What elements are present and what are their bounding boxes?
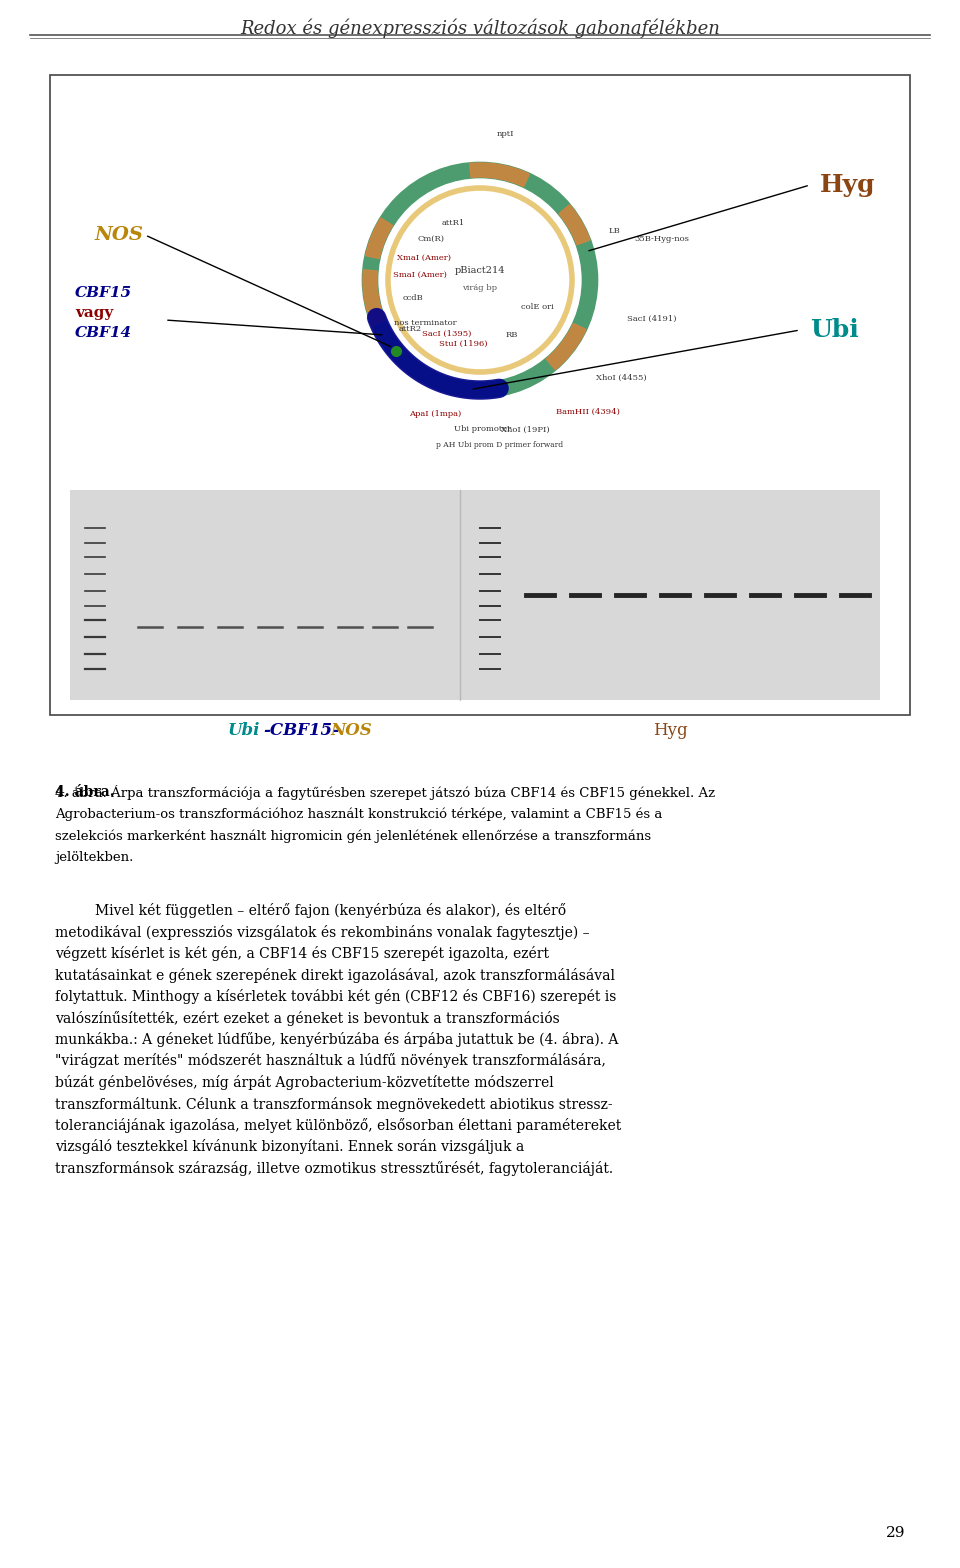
Text: Redox és génexpressziós változások gabonafélékben: Redox és génexpressziós változások gabon…	[240, 17, 720, 38]
Text: SacI (4191): SacI (4191)	[627, 315, 676, 323]
Text: nptI: nptI	[497, 130, 515, 138]
Text: Cm(R): Cm(R)	[418, 235, 444, 243]
Text: Hyg: Hyg	[653, 721, 687, 739]
Text: virág bp: virág bp	[463, 284, 497, 292]
Text: "virágzat merítés" módszerét használtuk a lúdfű növények transzformálására,: "virágzat merítés" módszerét használtuk …	[55, 1054, 606, 1068]
Text: 29: 29	[885, 1526, 905, 1540]
Text: toleranciájának igazolása, melyet különböző, elsősorban élettani paramétereket: toleranciájának igazolása, melyet különb…	[55, 1118, 621, 1134]
Text: szelekciós markerként használt higromicin gén jelenlétének ellenőrzése a transzf: szelekciós markerként használt higromici…	[55, 829, 651, 842]
Text: -CBF15-: -CBF15-	[263, 721, 339, 739]
Polygon shape	[363, 270, 385, 326]
Text: ApaI (1mpa): ApaI (1mpa)	[409, 409, 461, 419]
Text: RB: RB	[506, 331, 518, 339]
Text: transzformáltunk. Célunk a transzformánsok megnövekedett abiotikus stressz-: transzformáltunk. Célunk a transzformáns…	[55, 1096, 612, 1112]
Text: búzát génbelövéses, míg árpát Agrobacterium-közvetítette módszerrel: búzát génbelövéses, míg árpát Agrobacter…	[55, 1076, 554, 1090]
Text: 4. ábra. Árpa transzformációja a fagytűrésben szerepet játszó búza CBF14 és CBF1: 4. ábra. Árpa transzformációja a fagytűr…	[55, 786, 715, 800]
Text: vagy: vagy	[75, 306, 113, 320]
Text: kutatásainkat e gének szerepének direkt igazolásával, azok transzformálásával: kutatásainkat e gének szerepének direkt …	[55, 967, 615, 983]
Text: Hyg: Hyg	[820, 172, 876, 198]
Text: XmaI (Amer): XmaI (Amer)	[396, 254, 451, 262]
Text: attR2: attR2	[398, 325, 421, 334]
Text: 4. ábra.: 4. ábra.	[55, 786, 114, 800]
FancyBboxPatch shape	[50, 75, 910, 715]
Text: Ubi: Ubi	[228, 721, 260, 739]
Text: NOS: NOS	[95, 226, 144, 245]
Text: ccdB: ccdB	[402, 293, 423, 303]
Polygon shape	[546, 323, 586, 370]
Text: attR1: attR1	[442, 220, 466, 227]
Text: SmaI (Amer): SmaI (Amer)	[393, 271, 446, 279]
Text: CBF14: CBF14	[75, 326, 132, 340]
Text: StuI (1196): StuI (1196)	[439, 340, 487, 348]
Text: colE ori: colE ori	[521, 303, 554, 310]
Polygon shape	[469, 163, 530, 187]
Text: Agrobacterium-os transzformációhoz használt konstrukció térképe, valamint a CBF1: Agrobacterium-os transzformációhoz haszn…	[55, 808, 662, 820]
Text: vizsgáló tesztekkel kívánunk bizonyítani. Ennek során vizsgáljuk a: vizsgáló tesztekkel kívánunk bizonyítani…	[55, 1140, 524, 1154]
Text: LB: LB	[609, 227, 620, 235]
Text: pBiact214: pBiact214	[455, 265, 505, 274]
Text: SacI (1395): SacI (1395)	[421, 331, 470, 339]
Text: Mivel két független – eltérő fajon (kenyérbúza és alakor), és eltérő: Mivel két független – eltérő fajon (keny…	[95, 903, 566, 917]
Text: Ubi promoter: Ubi promoter	[454, 425, 511, 433]
Text: XhoI (4455): XhoI (4455)	[596, 373, 647, 381]
Text: NOS: NOS	[330, 721, 372, 739]
Text: BamHII (4394): BamHII (4394)	[556, 408, 620, 416]
Polygon shape	[366, 218, 393, 259]
Text: 35B-Hyg-nos: 35B-Hyg-nos	[634, 235, 689, 243]
Text: munkákba.: A géneket lúdfűbe, kenyérbúzába és árpába jutattuk be (4. ábra). A: munkákba.: A géneket lúdfűbe, kenyérbúzá…	[55, 1032, 618, 1047]
Text: végzett kísérlet is két gén, a CBF14 és CBF15 szerepét igazolta, ezért: végzett kísérlet is két gén, a CBF14 és …	[55, 946, 549, 961]
Text: metodikával (expressziós vizsgálatok és rekombináns vonalak fagytesztje) –: metodikával (expressziós vizsgálatok és …	[55, 925, 589, 939]
Text: jelöltekben.: jelöltekben.	[55, 851, 133, 864]
Text: folytattuk. Minthogy a kísérletek további két gén (CBF12 és CBF16) szerepét is: folytattuk. Minthogy a kísérletek tovább…	[55, 989, 616, 1004]
Text: nos terminator: nos terminator	[394, 318, 457, 326]
Text: XhoI (19PI): XhoI (19PI)	[501, 426, 550, 434]
Text: p AH Ubi prom D primer forward: p AH Ubi prom D primer forward	[437, 441, 564, 448]
Text: CBF15: CBF15	[75, 285, 132, 299]
Text: valószínűsítették, ezért ezeket a géneket is bevontuk a transzformációs: valószínűsítették, ezért ezeket a géneke…	[55, 1010, 560, 1025]
Text: Ubi: Ubi	[810, 318, 859, 342]
FancyBboxPatch shape	[70, 491, 880, 699]
Text: transzformánsok szárazság, illetve ozmotikus stressztűrését, fagytoleranciáját.: transzformánsok szárazság, illetve ozmot…	[55, 1160, 613, 1176]
Polygon shape	[559, 205, 590, 245]
